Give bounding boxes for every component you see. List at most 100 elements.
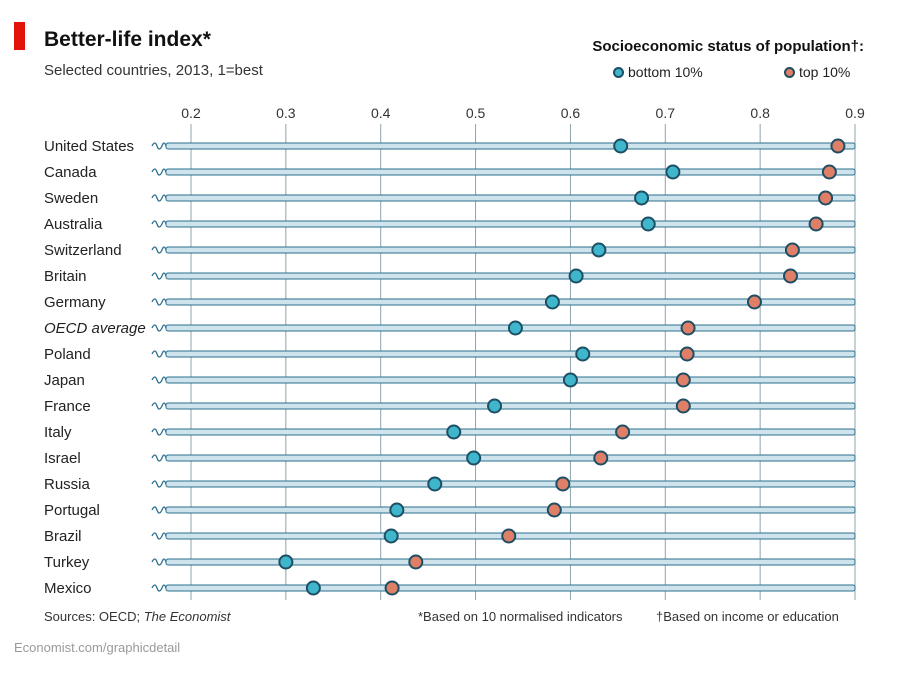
bottom-10-marker xyxy=(544,294,560,310)
row-track-bar xyxy=(165,376,856,384)
category-label: Sweden xyxy=(44,190,98,207)
bottom-10-marker xyxy=(389,502,405,518)
top-10-marker xyxy=(593,450,609,466)
sources-publication: The Economist xyxy=(143,609,231,624)
top-10-marker xyxy=(555,476,571,492)
footnote-dagger: †Based on income or education xyxy=(656,609,839,624)
top-10-marker xyxy=(675,372,691,388)
axis-break-icon xyxy=(151,428,167,436)
axis-break-icon xyxy=(151,220,167,228)
chart-title: Better-life index* xyxy=(44,28,211,51)
bottom-10-marker xyxy=(665,164,681,180)
row-track-bar xyxy=(165,298,856,306)
category-label: Germany xyxy=(44,294,106,311)
bottom-10-marker xyxy=(640,216,656,232)
axis-break-icon xyxy=(151,506,167,514)
axis-break-icon xyxy=(151,532,167,540)
bottom-10-marker xyxy=(634,190,650,206)
bottom-10-marker xyxy=(383,528,399,544)
top-10-marker xyxy=(546,502,562,518)
x-tick-label: 0.8 xyxy=(750,105,770,121)
legend-title: Socioeconomic status of population†: xyxy=(592,38,864,55)
legend-bottom-label: bottom 10% xyxy=(628,64,703,80)
category-label: Russia xyxy=(44,476,91,493)
row-track-bar xyxy=(165,350,856,358)
row-track-bar xyxy=(165,194,856,202)
bottom-10-marker xyxy=(466,450,482,466)
category-label: Switzerland xyxy=(44,242,122,259)
category-label: France xyxy=(44,398,91,415)
category-label: United States xyxy=(44,138,134,155)
x-tick-label: 0.9 xyxy=(845,105,865,121)
category-label: Canada xyxy=(44,164,97,181)
bottom-10-marker xyxy=(613,138,629,154)
axis-break-icon xyxy=(151,272,167,280)
row-track-bar xyxy=(165,584,856,592)
top-10-marker xyxy=(680,320,696,336)
row-track-bar xyxy=(165,480,856,488)
category-label: OECD average xyxy=(44,320,146,337)
axis-break-icon xyxy=(151,350,167,358)
x-tick-label: 0.3 xyxy=(276,105,296,121)
brand-red-tag xyxy=(14,22,25,50)
category-label: Mexico xyxy=(44,580,92,597)
source-url: Economist.com/graphicdetail xyxy=(14,640,181,655)
row-track-bar xyxy=(165,402,856,410)
row-track-bar xyxy=(165,454,856,462)
legend-top-label: top 10% xyxy=(799,64,851,80)
axis-break-icon xyxy=(151,142,167,150)
row-track-bar xyxy=(165,506,856,514)
bottom-10-marker xyxy=(487,398,503,414)
axis-break-icon xyxy=(151,324,167,332)
top-10-marker xyxy=(808,216,824,232)
legend-top-marker-icon xyxy=(784,66,795,78)
axis-break-icon xyxy=(151,558,167,566)
x-tick-label: 0.7 xyxy=(656,105,676,121)
legend-item-top: top 10% xyxy=(784,64,850,80)
top-10-marker xyxy=(821,164,837,180)
row-track-bar xyxy=(165,246,856,254)
top-10-marker xyxy=(679,346,695,362)
row-track-bar xyxy=(165,168,856,176)
legend-item-bottom: bottom 10% xyxy=(613,64,703,80)
row-track-bar xyxy=(165,142,856,150)
bottom-10-marker xyxy=(575,346,591,362)
top-10-marker xyxy=(615,424,631,440)
bottom-10-marker xyxy=(507,320,523,336)
x-tick-label: 0.5 xyxy=(466,105,486,121)
x-tick-label: 0.4 xyxy=(371,105,391,121)
category-label: Israel xyxy=(44,450,81,467)
bottom-10-marker xyxy=(305,580,321,596)
axis-break-icon xyxy=(151,584,167,592)
sources-label: Sources: OECD; xyxy=(44,609,141,624)
top-10-marker xyxy=(675,398,691,414)
x-tick-label: 0.2 xyxy=(181,105,201,121)
top-10-marker xyxy=(746,294,762,310)
chart-subtitle: Selected countries, 2013, 1=best xyxy=(44,62,263,79)
category-label: Italy xyxy=(44,424,72,441)
category-label: Britain xyxy=(44,268,87,285)
top-10-marker xyxy=(782,268,798,284)
category-label: Japan xyxy=(44,372,85,389)
axis-break-icon xyxy=(151,454,167,462)
row-track-bar xyxy=(165,558,856,566)
sources-note: Sources: OECD; The Economist xyxy=(44,609,230,624)
category-label: Turkey xyxy=(44,554,90,571)
axis-break-icon xyxy=(151,168,167,176)
row-track-bar xyxy=(165,220,856,228)
axis-break-icon xyxy=(151,246,167,254)
axis-break-icon xyxy=(151,298,167,306)
top-10-marker xyxy=(784,242,800,258)
top-10-marker xyxy=(408,554,424,570)
axis-break-icon xyxy=(151,376,167,384)
bottom-10-marker xyxy=(446,424,462,440)
top-10-marker xyxy=(501,528,517,544)
bottom-10-marker xyxy=(562,372,578,388)
axis-break-icon xyxy=(151,402,167,410)
top-10-marker xyxy=(384,580,400,596)
category-label: Portugal xyxy=(44,502,100,519)
row-track-bar xyxy=(165,428,856,436)
bottom-10-marker xyxy=(427,476,443,492)
bottom-10-marker xyxy=(278,554,294,570)
